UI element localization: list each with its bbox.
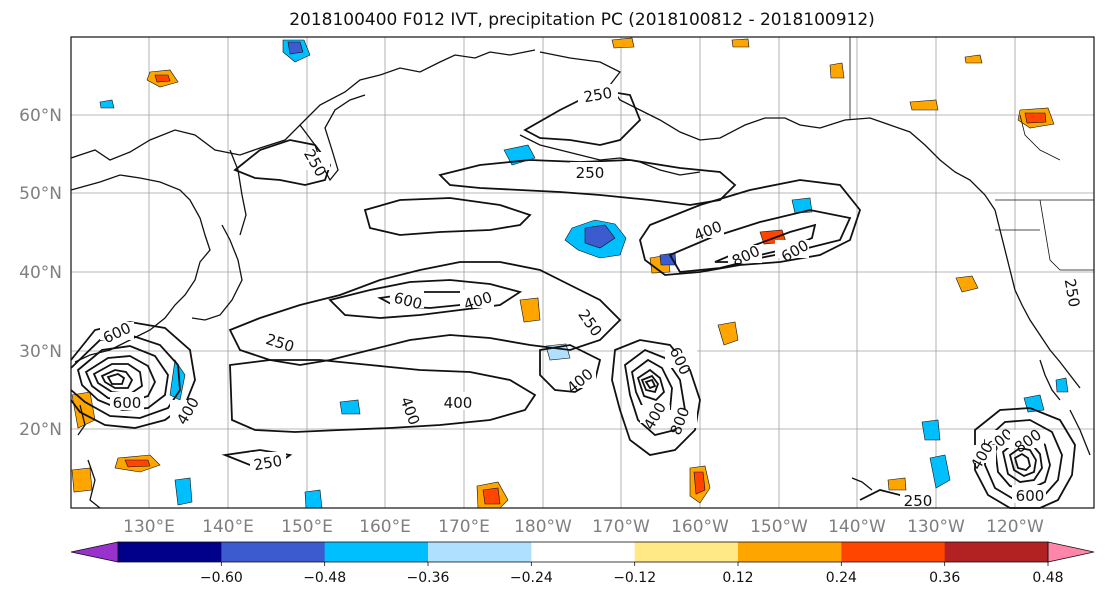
- ivt-250-east: [639, 179, 862, 276]
- lat-label-50n: 50°N: [19, 184, 62, 204]
- coast-mexico: [1069, 409, 1091, 456]
- colorbar-tick-label: −0.60: [200, 570, 243, 586]
- colorbar-tick-label: 0.36: [929, 570, 960, 586]
- coast-philippines: [87, 459, 101, 509]
- figure-title: 2018100400 F012 IVT, precipitation PC (2…: [289, 10, 875, 30]
- lon-label-160w: 160°W: [671, 517, 729, 537]
- precip-patch-orange-150w: [717, 321, 739, 346]
- colorbar-segment: [221, 542, 326, 562]
- colorbar-segment: [944, 542, 1049, 562]
- coast-baja: [1039, 359, 1061, 401]
- colorbar-segment: [428, 542, 532, 562]
- lon-label-180w: 180°W: [514, 517, 572, 537]
- map-panel: 250 250 250 250 600 400 400 800 600 600 …: [70, 36, 1095, 510]
- lon-label-130w: 130°W: [907, 517, 965, 537]
- colorbar-extend-high: [1047, 541, 1095, 563]
- svg-text:250: 250: [904, 492, 933, 510]
- latitude-labels: 60°N 50°N 40°N 30°N 20°N: [19, 106, 62, 440]
- coast-japan: [191, 224, 243, 321]
- political-borders: [849, 37, 1094, 271]
- ivt-400-band: [328, 279, 523, 319]
- lon-label-150e: 150°E: [281, 517, 333, 537]
- lat-label-20n: 20°N: [19, 420, 62, 440]
- colorbar-segment: [738, 542, 842, 562]
- lon-label-140w: 140°W: [828, 517, 886, 537]
- colorbar-extend-low: [70, 541, 119, 563]
- map-frame: [70, 36, 1095, 509]
- colorbar-tick-label: 0.48: [1032, 570, 1063, 586]
- svg-text:250: 250: [1061, 277, 1084, 308]
- coast-hawaii: [851, 477, 873, 491]
- ivt-400-east: [668, 209, 852, 273]
- coast-north-america-west: [994, 209, 1081, 389]
- svg-text:600: 600: [113, 394, 142, 412]
- colorbar: −0.60 −0.48 −0.36 −0.24 −0.12 0.12 0.24 0.36 0.4…: [70, 541, 1095, 586]
- colorbar-segment: [841, 542, 946, 562]
- lon-label-150w: 150°W: [750, 517, 808, 537]
- lon-label-170e: 170°E: [438, 517, 490, 537]
- colorbar-tick-label: 0.24: [826, 570, 857, 586]
- coast-asia-mainland: [70, 49, 536, 161]
- coast-sakhalin: [229, 149, 247, 236]
- colorbar-tick-label: −0.48: [303, 570, 346, 586]
- colorbar-tick-label: 0.12: [722, 570, 753, 586]
- colorbar-outline: [117, 541, 1049, 563]
- lat-label-30n: 30°N: [19, 342, 62, 362]
- ivt-250-central: [363, 197, 532, 236]
- colorbar-tick-label: −0.12: [613, 570, 656, 586]
- colorbar-tick-label: −0.36: [407, 570, 450, 586]
- lon-label-160e: 160°E: [359, 517, 411, 537]
- colorbar-segment: [531, 542, 636, 562]
- coast-taiwan: [77, 404, 86, 436]
- lon-label-140e: 140°E: [202, 517, 254, 537]
- colorbar-tick-label: −0.24: [510, 570, 553, 586]
- lat-label-40n: 40°N: [19, 263, 62, 283]
- colorbar-segment: [324, 542, 429, 562]
- svg-text:250: 250: [252, 452, 283, 475]
- svg-text:400: 400: [444, 394, 473, 412]
- colorbar-segment: [118, 542, 222, 562]
- svg-text:250: 250: [582, 84, 613, 107]
- ivt-tc-east: [974, 407, 1076, 509]
- coast-aleutians: [519, 134, 701, 176]
- lon-label-130e: 130°E: [123, 517, 175, 537]
- ivt-tc-central: [611, 339, 701, 456]
- svg-text:600: 600: [1016, 487, 1045, 505]
- lat-label-60n: 60°N: [19, 106, 62, 126]
- colorbar-segment: [634, 542, 739, 562]
- svg-text:250: 250: [576, 164, 605, 182]
- lon-label-170w: 170°W: [592, 517, 650, 537]
- lon-label-120w: 120°W: [986, 517, 1044, 537]
- longitude-labels: 130°E 140°E 150°E 160°E 170°E 180°W 170°…: [123, 517, 1044, 537]
